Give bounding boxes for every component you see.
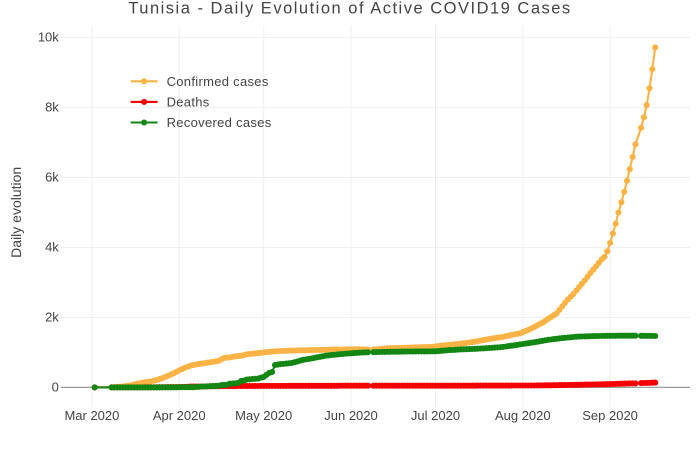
- svg-text:Sep 2020: Sep 2020: [582, 408, 638, 423]
- svg-text:Aug 2020: Aug 2020: [495, 408, 551, 423]
- svg-text:Tunisia - Daily Evolution of A: Tunisia - Daily Evolution of Active COVI…: [128, 0, 571, 18]
- svg-text:Mar 2020: Mar 2020: [64, 408, 119, 423]
- svg-text:Jul 2020: Jul 2020: [411, 408, 460, 423]
- svg-text:Jun 2020: Jun 2020: [324, 408, 378, 423]
- svg-text:Daily evolution: Daily evolution: [8, 167, 24, 258]
- svg-text:Confirmed cases: Confirmed cases: [167, 74, 269, 89]
- svg-text:2k: 2k: [45, 310, 59, 325]
- svg-text:Deaths: Deaths: [167, 95, 210, 110]
- svg-text:0: 0: [52, 380, 59, 395]
- svg-text:6k: 6k: [45, 170, 59, 185]
- svg-text:8k: 8k: [45, 100, 59, 115]
- svg-text:Apr 2020: Apr 2020: [153, 408, 206, 423]
- svg-text:10k: 10k: [38, 30, 59, 45]
- svg-text:4k: 4k: [45, 240, 59, 255]
- svg-text:May 2020: May 2020: [235, 408, 292, 423]
- svg-text:Recovered cases: Recovered cases: [167, 115, 272, 130]
